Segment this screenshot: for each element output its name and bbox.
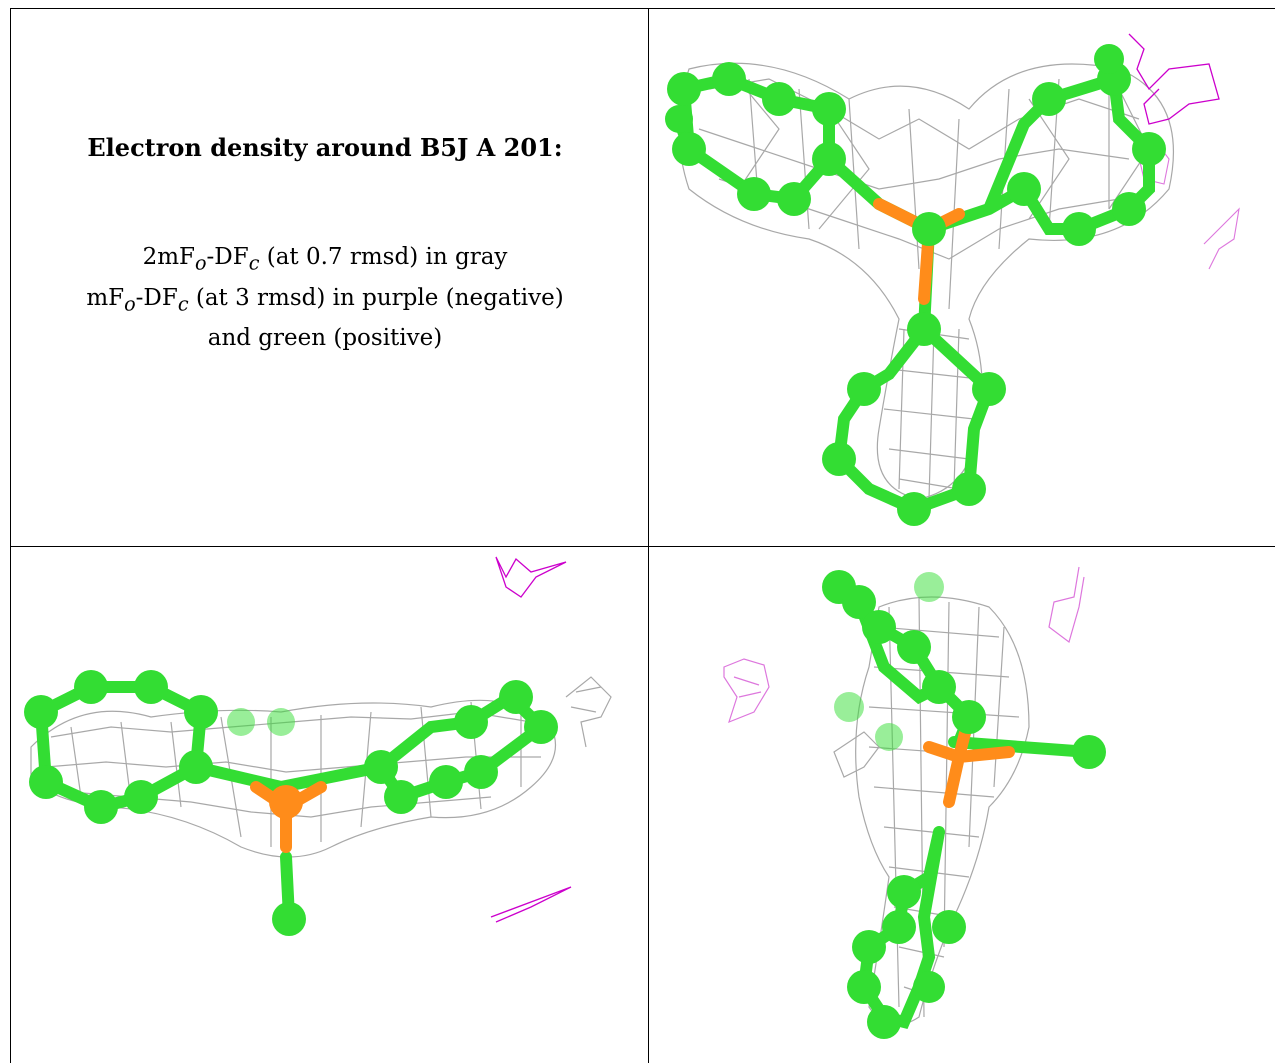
caption-line-fofc: mFo-DFc (at 3 rmsd) in purple (negative) (86, 284, 564, 316)
border-left (10, 8, 11, 1063)
negative-density-light (723, 566, 1085, 724)
negative-density (1128, 33, 1220, 125)
negative-density (490, 556, 572, 923)
border-top (10, 8, 1275, 9)
caption-cell: Electron density around B5J A 201: 2mFo-… (10, 0, 640, 546)
view-bottom-right (649, 547, 1275, 1063)
carbon-atoms (24, 670, 558, 936)
carbon-atoms (822, 570, 1106, 1039)
view-top-right (649, 9, 1275, 546)
border-middle-vertical (648, 8, 649, 1063)
bonds (673, 58, 1155, 516)
molecule-view-1 (665, 33, 1240, 526)
molecule-view-2 (24, 556, 612, 936)
caption-line-2fofc: 2mFo-DFc (at 0.7 rmsd) in gray (142, 244, 508, 275)
border-middle-horizontal (10, 546, 1275, 547)
carbon-atoms (665, 44, 1166, 526)
caption-line-positive: and green (positive) (207, 325, 443, 352)
caption-legend: 2mFo-DFc (at 0.7 rmsd) in gray mFo-DFc (… (10, 240, 640, 356)
molecule-view-3 (723, 566, 1106, 1039)
view-bottom-left (11, 547, 648, 1063)
caption-title: Electron density around B5J A 201: (87, 133, 563, 162)
phosphorus-atom (269, 785, 303, 819)
